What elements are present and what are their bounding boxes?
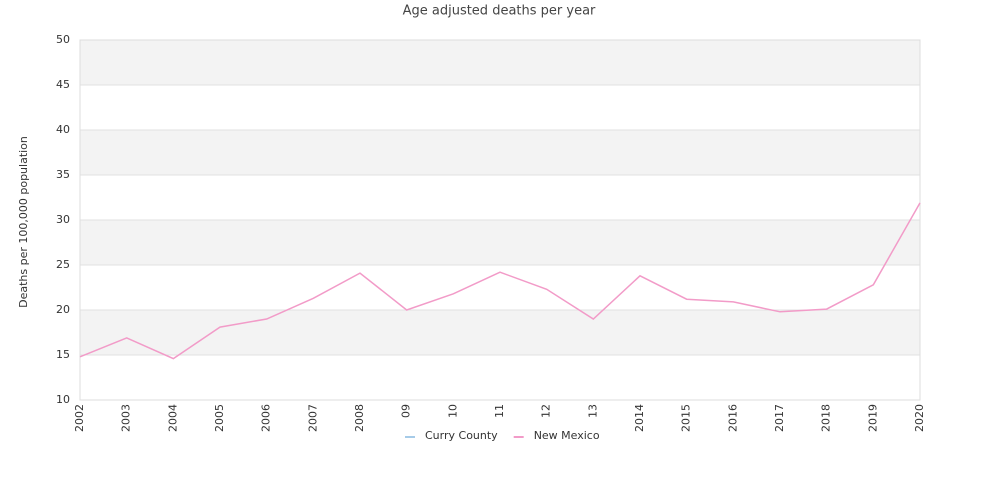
y-tick-label: 50 [56,33,70,46]
grid-band [80,130,920,175]
y-axis-label: Deaths per 100,000 population [17,136,30,308]
x-tick-label: 2020 [913,404,926,432]
legend-label: New Mexico [534,429,600,442]
x-tick-label: 12 [540,404,553,418]
legend-label: Curry County [425,429,498,442]
x-tick-label: 2006 [260,404,273,432]
series-line [79,202,921,360]
x-tick-label: 13 [586,404,599,418]
y-tick-label: 20 [56,303,70,316]
chart-title: Age adjusted deaths per year [403,4,596,19]
x-tick-label: 2014 [633,404,646,432]
y-tick-label: 15 [56,348,70,361]
x-tick-label: 09 [400,404,413,418]
x-tick-label: 10 [446,404,459,418]
y-tick-label: 35 [56,168,70,181]
x-tick-label: 2019 [866,404,879,432]
x-tick-label: 2005 [213,404,226,432]
x-tick-label: 2016 [726,404,739,432]
x-tick-label: 11 [493,404,506,418]
x-tick-label: 2004 [166,404,179,432]
y-tick-label: 45 [56,78,70,91]
x-tick-label: 2002 [73,404,86,432]
grid-band [80,40,920,85]
x-tick-label: 2007 [306,404,319,432]
x-tick-label: 2017 [773,404,786,432]
grid-band [80,310,920,355]
y-tick-label: 40 [56,123,70,136]
x-tick-label: 2008 [353,404,366,432]
y-tick-label: 30 [56,213,70,226]
y-tick-label: 25 [56,258,70,271]
grid-band [80,220,920,265]
y-tick-label: 10 [56,393,70,406]
plot-border [79,39,921,401]
x-tick-label: 2015 [680,404,693,432]
x-tick-label: 2018 [820,404,833,432]
x-tick-label: 2003 [120,404,133,432]
